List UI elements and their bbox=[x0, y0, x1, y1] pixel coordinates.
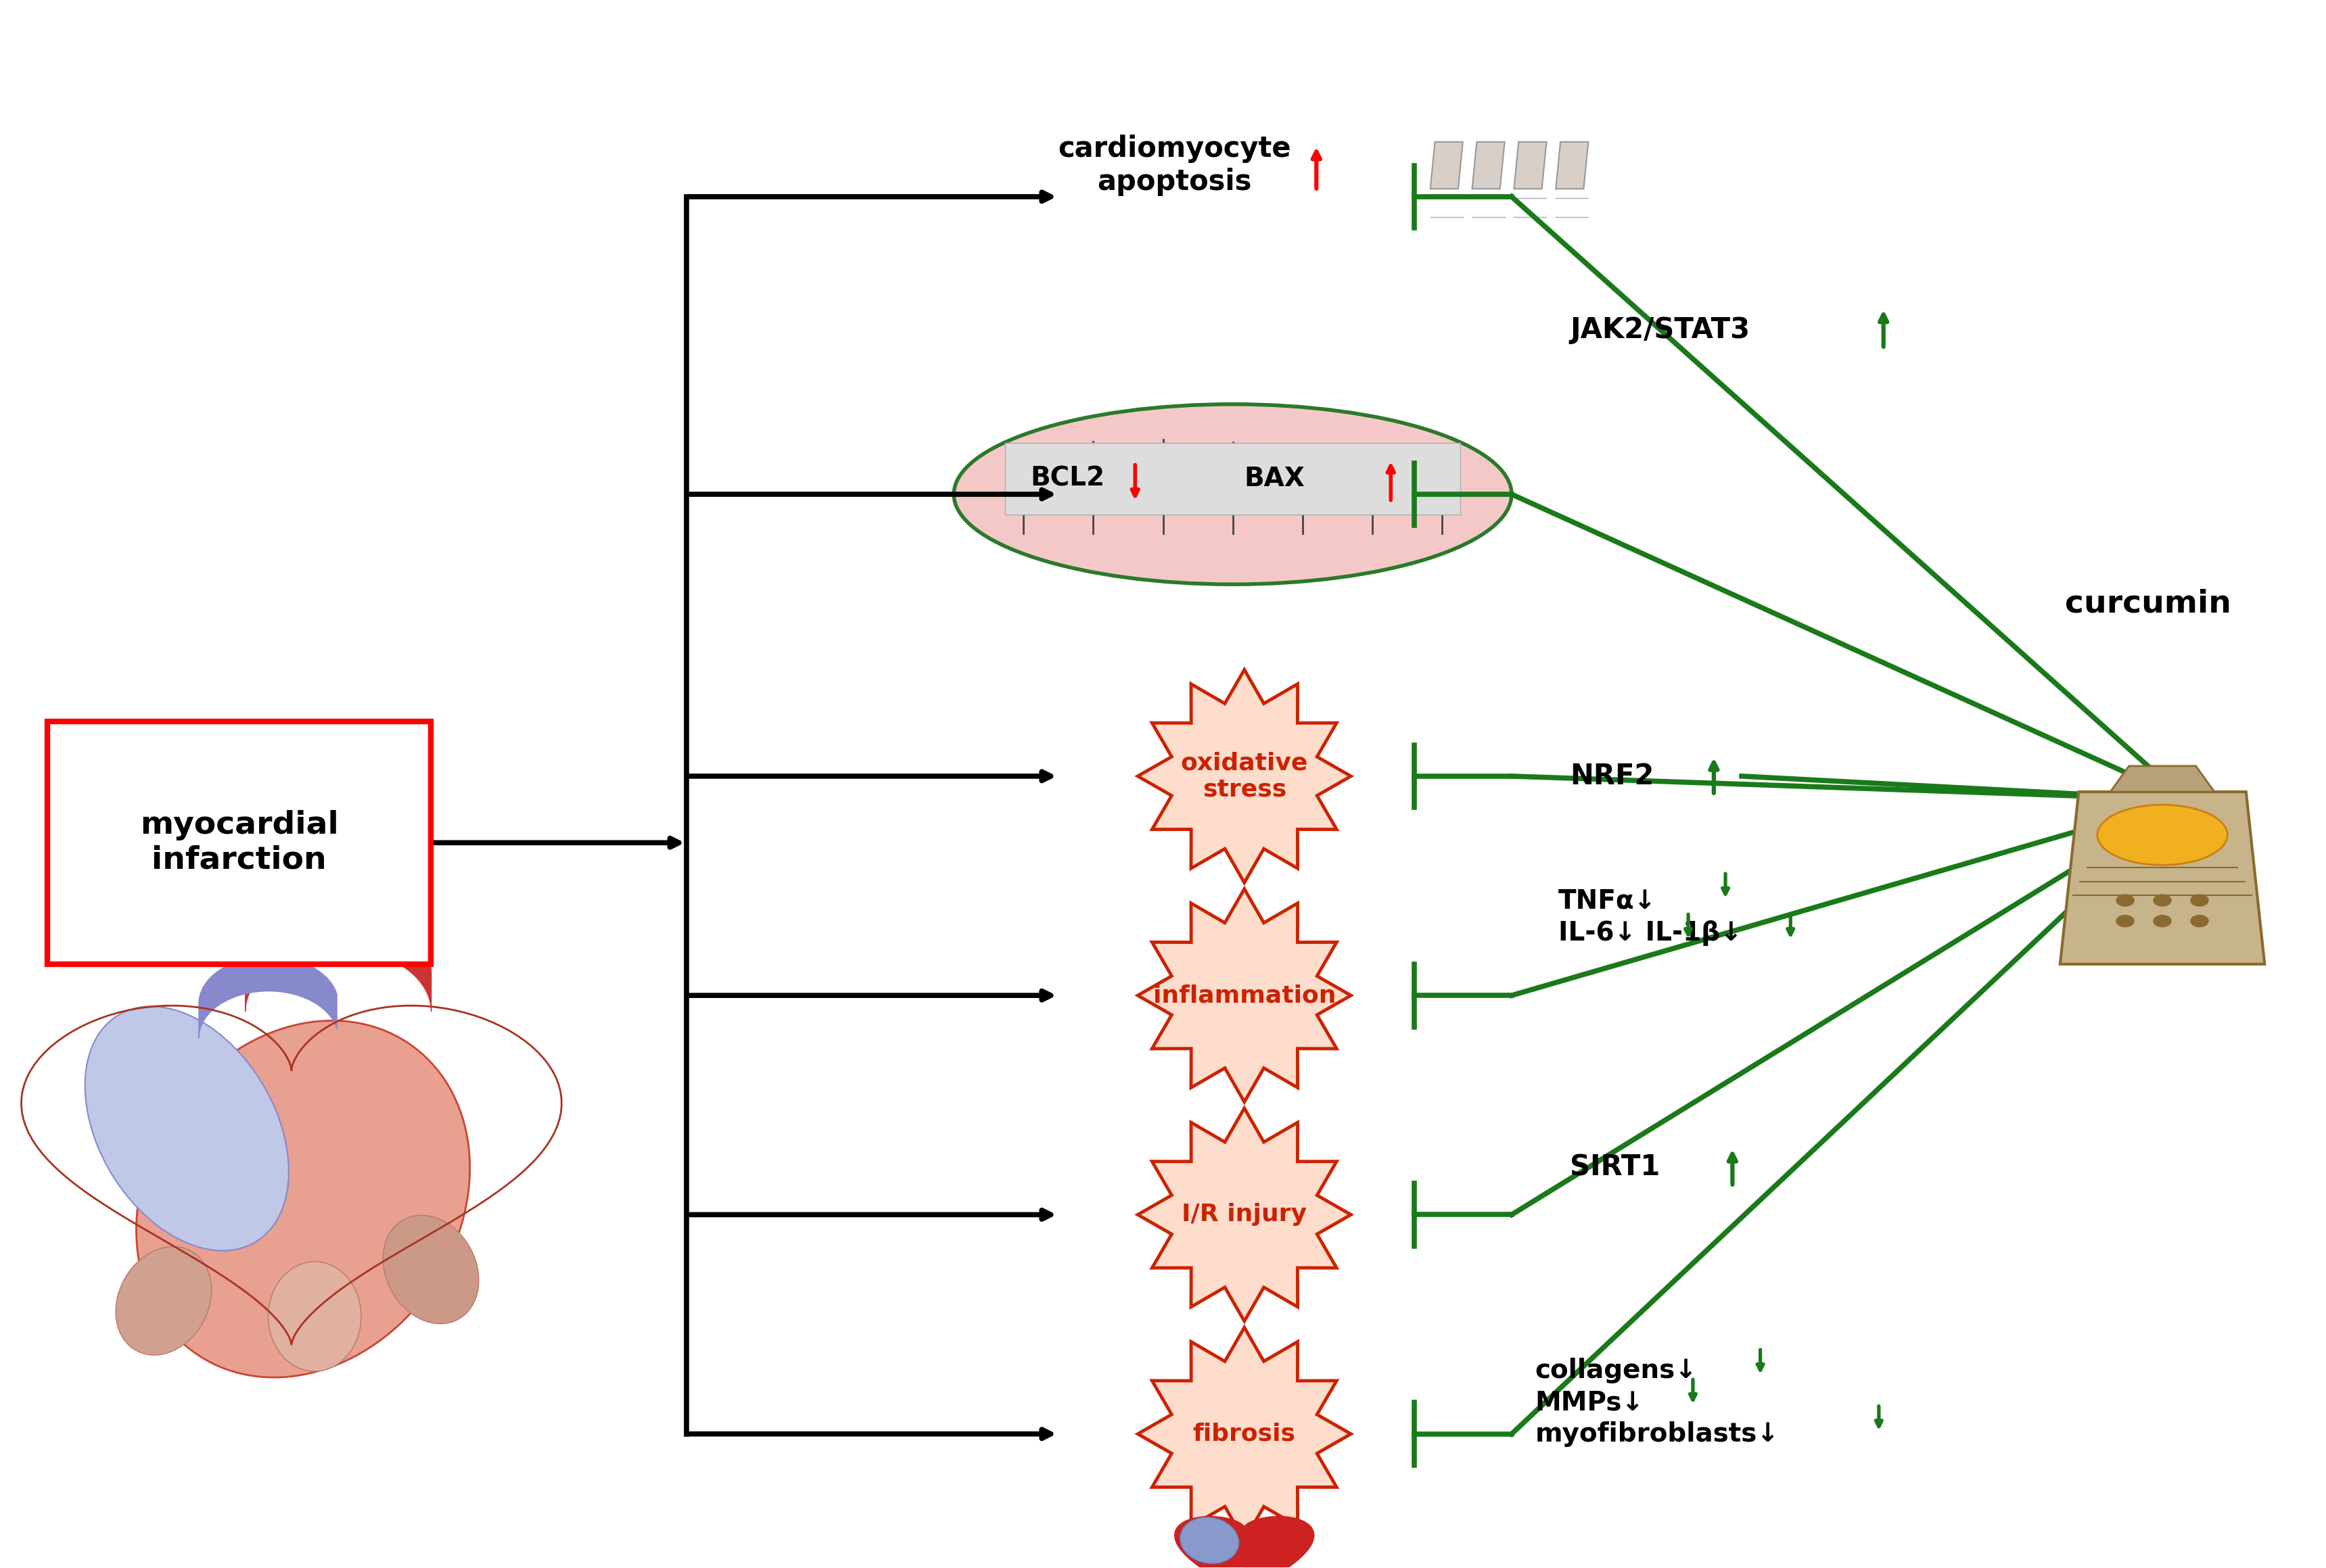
Polygon shape bbox=[1514, 141, 1547, 188]
Text: curcumin: curcumin bbox=[2065, 588, 2231, 619]
FancyBboxPatch shape bbox=[1005, 442, 1461, 514]
Text: collagens↓
MMPs↓
myofibroblasts↓: collagens↓ MMPs↓ myofibroblasts↓ bbox=[1535, 1358, 1779, 1447]
Ellipse shape bbox=[1179, 1518, 1240, 1563]
Text: TNFα↓
IL-6↓ IL-1β↓: TNFα↓ IL-6↓ IL-1β↓ bbox=[1558, 889, 1742, 946]
Polygon shape bbox=[1137, 1328, 1351, 1540]
Polygon shape bbox=[2061, 792, 2266, 964]
Text: myocardial
infarction: myocardial infarction bbox=[140, 811, 340, 875]
Ellipse shape bbox=[86, 1007, 288, 1251]
Text: I/R injury: I/R injury bbox=[1182, 1203, 1307, 1226]
Polygon shape bbox=[1430, 141, 1463, 188]
Text: fibrosis: fibrosis bbox=[1193, 1422, 1296, 1446]
Text: NRF2: NRF2 bbox=[1570, 762, 1654, 790]
Polygon shape bbox=[1137, 670, 1351, 883]
Ellipse shape bbox=[137, 1021, 470, 1377]
Ellipse shape bbox=[116, 1247, 212, 1355]
Ellipse shape bbox=[384, 1215, 479, 1323]
Ellipse shape bbox=[2098, 804, 2228, 866]
Circle shape bbox=[2191, 914, 2210, 927]
Text: BCL2: BCL2 bbox=[1030, 466, 1105, 491]
Polygon shape bbox=[1175, 1516, 1314, 1568]
Polygon shape bbox=[1137, 1109, 1351, 1322]
Text: SIRT1: SIRT1 bbox=[1570, 1154, 1661, 1182]
Text: BAX: BAX bbox=[1244, 466, 1305, 491]
Polygon shape bbox=[2110, 767, 2214, 792]
Circle shape bbox=[2117, 914, 2135, 927]
Circle shape bbox=[2117, 894, 2135, 906]
Circle shape bbox=[2191, 894, 2210, 906]
Polygon shape bbox=[1472, 141, 1505, 188]
Ellipse shape bbox=[954, 405, 1512, 585]
Circle shape bbox=[2154, 914, 2172, 927]
Polygon shape bbox=[1556, 141, 1589, 188]
Text: cardiomyocyte
apoptosis: cardiomyocyte apoptosis bbox=[1058, 135, 1291, 196]
Circle shape bbox=[2154, 894, 2172, 906]
FancyBboxPatch shape bbox=[47, 721, 430, 964]
Text: oxidative
stress: oxidative stress bbox=[1182, 751, 1307, 801]
Polygon shape bbox=[1137, 889, 1351, 1102]
Text: JAK2/STAT3: JAK2/STAT3 bbox=[1570, 315, 1749, 343]
Text: inflammation: inflammation bbox=[1154, 985, 1335, 1007]
Ellipse shape bbox=[267, 1262, 361, 1372]
